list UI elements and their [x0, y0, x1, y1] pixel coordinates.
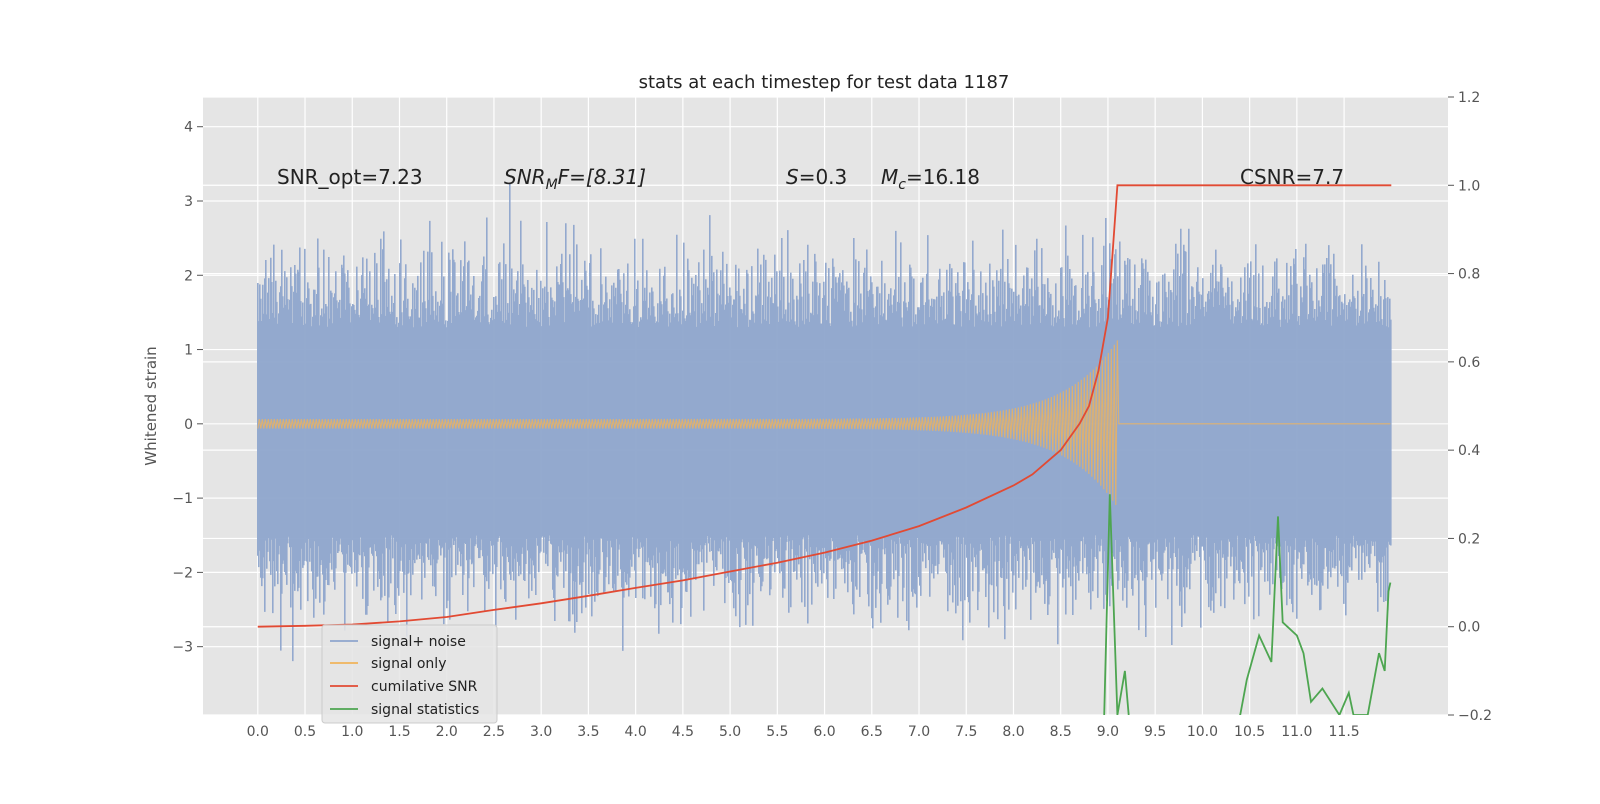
legend-label-signal-only: signal only	[371, 656, 446, 672]
x-tick-label: 2.5	[483, 724, 505, 740]
x-tick-label: 3.0	[530, 724, 552, 740]
annotation-snr-mf-tail: F=[8.31]	[558, 165, 646, 189]
y2-axis-ticks: 1.2 1.0 0.8 0.6 0.4 0.2 0.0 −0.2	[1448, 90, 1492, 724]
legend: signal+ noise signal only cumilative SNR…	[321, 624, 498, 724]
x-tick-label: 9.5	[1144, 724, 1166, 740]
y-tick-label: 2	[184, 268, 193, 284]
annotation-s: S=0.3	[786, 165, 847, 189]
series-signal-only	[257, 340, 1391, 506]
chart-title: stats at each timestep for test data 118…	[639, 72, 1010, 93]
x-tick-label: 5.5	[766, 724, 788, 740]
x-axis-ticks: 0.0 0.5 1.0 1.5 2.0 2.5 3.0 3.5 4.0 4.5 5.0 5.5 6.0 6…	[247, 724, 1360, 740]
y2-tick-label: −0.2	[1458, 708, 1492, 724]
x-tick-label: 8.5	[1050, 724, 1072, 740]
x-tick-label: 11.5	[1329, 724, 1360, 740]
x-tick-label: 7.0	[908, 724, 930, 740]
annotation-mc: Mc=16.18	[881, 165, 980, 193]
x-tick-label: 0.0	[247, 724, 269, 740]
y-tick-label: 3	[184, 194, 193, 210]
annotation-s-value: =0.3	[799, 165, 848, 189]
x-tick-label: 11.0	[1281, 724, 1312, 740]
y2-tick-label: 1.2	[1458, 90, 1480, 106]
annotation-snr-opt: SNR_opt=7.23	[277, 165, 423, 189]
y-tick-label: −1	[172, 491, 193, 507]
annotation-snr-mf: SNRMF=[8.31]	[504, 165, 646, 193]
annotation-snr-mf-symbol: SNR	[504, 165, 546, 189]
x-tick-label: 1.5	[388, 724, 410, 740]
annotation-mc-value: =16.18	[906, 165, 980, 189]
annotation-csnr: CSNR=7.7	[1240, 165, 1344, 189]
x-tick-label: 6.5	[861, 724, 883, 740]
x-tick-label: 6.0	[813, 724, 835, 740]
y-tick-label: −3	[172, 640, 193, 656]
x-tick-label: 10.0	[1187, 724, 1218, 740]
y2-tick-label: 0.8	[1458, 267, 1480, 283]
legend-label-signal-statistics: signal statistics	[371, 702, 479, 718]
y-tick-label: −2	[172, 565, 193, 581]
x-tick-label: 7.5	[955, 724, 977, 740]
y-axis-ticks: 4 3 2 1 0 −1 −2 −3	[172, 120, 203, 656]
y2-tick-label: 0.4	[1458, 443, 1480, 459]
x-tick-label: 0.5	[294, 724, 316, 740]
y2-tick-label: 0.6	[1458, 355, 1480, 371]
x-tick-label: 10.5	[1234, 724, 1265, 740]
y-axis-label: Whitened strain	[142, 346, 160, 465]
y2-tick-label: 0.0	[1458, 620, 1480, 636]
y-tick-label: 0	[184, 417, 193, 433]
legend-label-signal-noise: signal+ noise	[371, 634, 466, 650]
annotation-mc-symbol: M	[881, 165, 898, 189]
series-cumulative-snr	[257, 184, 1392, 628]
series-signal-statistics	[1103, 494, 1392, 715]
x-tick-label: 2.0	[436, 724, 458, 740]
y2-tick-label: 0.2	[1458, 531, 1480, 547]
y-tick-label: 4	[184, 120, 193, 136]
legend-box	[321, 624, 498, 724]
x-tick-label: 4.5	[672, 724, 694, 740]
x-tick-label: 5.0	[719, 724, 741, 740]
annotation-mc-subscript: c	[898, 177, 906, 193]
x-tick-label: 9.0	[1097, 724, 1119, 740]
x-tick-label: 4.0	[624, 724, 646, 740]
y-tick-label: 1	[184, 343, 193, 359]
y2-tick-label: 1.0	[1458, 178, 1480, 194]
x-tick-label: 8.0	[1002, 724, 1024, 740]
x-tick-label: 3.5	[577, 724, 599, 740]
x-tick-label: 1.0	[341, 724, 363, 740]
annotation-snr-mf-subscript: M	[546, 177, 558, 193]
annotation-s-symbol: S	[786, 165, 799, 189]
legend-label-cumulative-snr: cumilative SNR	[371, 679, 478, 695]
